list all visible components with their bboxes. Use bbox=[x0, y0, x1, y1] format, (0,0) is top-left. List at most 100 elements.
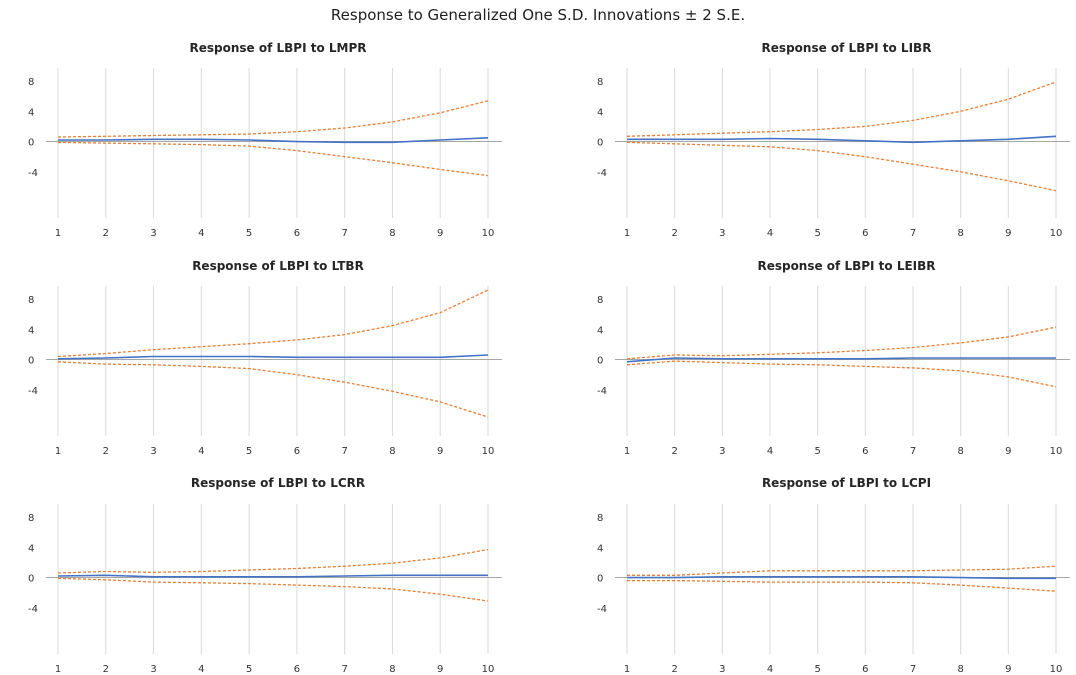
lower-band-line bbox=[57, 361, 489, 418]
x-tick-label: 2 bbox=[103, 228, 109, 239]
x-tick-label: 6 bbox=[862, 664, 868, 675]
x-tick-label: 10 bbox=[482, 664, 495, 675]
y-tick-label: 4 bbox=[28, 543, 34, 554]
x-tick-label: 7 bbox=[910, 446, 916, 457]
x-tick-label: 3 bbox=[719, 664, 725, 675]
x-tick-label: 9 bbox=[437, 664, 443, 675]
x-tick-label: 2 bbox=[103, 664, 109, 675]
y-tick-label: -4 bbox=[28, 604, 38, 615]
x-tick-label: 5 bbox=[814, 446, 820, 457]
y-tick-label: -4 bbox=[597, 604, 607, 615]
x-tick-label: 9 bbox=[1005, 664, 1011, 675]
panel-title: Response of LBPI to LCRR bbox=[191, 476, 365, 490]
lower-band-line bbox=[626, 141, 1057, 192]
response-line bbox=[626, 357, 1056, 363]
panel-6: Response of LBPI to LCPI 8 4 0 -4 1 2 3 4 5 6 7 8 9 10 bbox=[597, 476, 1070, 675]
x-tick-label: 3 bbox=[719, 446, 725, 457]
y-tick-label: 4 bbox=[28, 325, 34, 336]
panel-title: Response of LBPI to LEIBR bbox=[757, 259, 935, 273]
y-tick-label: 4 bbox=[597, 543, 603, 554]
x-tick-label: 3 bbox=[719, 228, 725, 239]
x-tick-label: 4 bbox=[767, 664, 773, 675]
x-tick-label: 1 bbox=[624, 446, 630, 457]
panel-title: Response of LBPI to LCPI bbox=[762, 476, 931, 490]
y-tick-label: 0 bbox=[597, 574, 603, 585]
y-tick-label: 8 bbox=[597, 295, 603, 306]
x-tick-label: 6 bbox=[294, 228, 300, 239]
x-tick-label: 5 bbox=[246, 228, 252, 239]
panel-title: Response of LBPI to LIBR bbox=[762, 41, 932, 55]
y-tick-label: 0 bbox=[28, 138, 34, 149]
x-tick-label: 9 bbox=[437, 228, 443, 239]
y-tick-label: 4 bbox=[28, 107, 34, 118]
panel-title: Response of LBPI to LMPR bbox=[189, 41, 366, 55]
y-tick-label: 8 bbox=[597, 77, 603, 88]
y-tick-label: -4 bbox=[597, 386, 607, 397]
response-line bbox=[58, 137, 489, 144]
x-tick-label: 6 bbox=[862, 446, 868, 457]
x-tick-label: 8 bbox=[389, 446, 395, 457]
x-tick-label: 5 bbox=[814, 228, 820, 239]
x-tick-label: 8 bbox=[957, 446, 963, 457]
y-tick-label: -4 bbox=[28, 386, 38, 397]
response-line bbox=[627, 575, 1056, 580]
x-tick-label: 3 bbox=[150, 664, 156, 675]
x-tick-label: 2 bbox=[671, 446, 677, 457]
x-tick-label: 2 bbox=[671, 664, 677, 675]
y-tick-label: 4 bbox=[597, 107, 603, 118]
lower-band-line bbox=[57, 141, 489, 177]
lower-band-line bbox=[627, 579, 1057, 592]
panel-2: Response of LBPI to LIBR 8 4 0 -4 1 2 3 4 5 6 7 8 9 10 bbox=[597, 41, 1070, 239]
panel-3: Response of LBPI to LTBR 8 4 0 -4 1 2 3 4 5 6 7 8 9 10 bbox=[28, 259, 502, 457]
x-tick-label: 9 bbox=[437, 446, 443, 457]
y-tick-label: 8 bbox=[28, 77, 34, 88]
upper-band-line bbox=[57, 289, 489, 358]
x-tick-label: 2 bbox=[103, 446, 109, 457]
x-tick-label: 2 bbox=[671, 228, 677, 239]
y-tick-label: 8 bbox=[28, 513, 34, 524]
x-tick-label: 8 bbox=[389, 664, 395, 675]
x-tick-label: 10 bbox=[1050, 228, 1063, 239]
x-tick-label: 4 bbox=[198, 664, 204, 675]
upper-band-line bbox=[627, 565, 1057, 576]
x-tick-label: 8 bbox=[957, 228, 963, 239]
x-tick-label: 6 bbox=[294, 446, 300, 457]
x-tick-label: 3 bbox=[150, 228, 156, 239]
y-tick-label: 0 bbox=[28, 356, 34, 367]
y-tick-label: 8 bbox=[597, 513, 603, 524]
x-tick-label: 6 bbox=[294, 664, 300, 675]
x-tick-label: 5 bbox=[246, 446, 252, 457]
y-tick-label: 0 bbox=[597, 138, 603, 149]
upper-band-line bbox=[626, 81, 1057, 137]
panel-1: Response of LBPI to LMPR 8 4 0 -4 1 2 3 4 5 6 7 8 9 10 bbox=[28, 41, 502, 239]
y-tick-label: -4 bbox=[597, 168, 607, 179]
x-tick-label: 4 bbox=[767, 228, 773, 239]
response-line bbox=[57, 574, 488, 578]
x-tick-label: 7 bbox=[341, 664, 347, 675]
x-tick-label: 6 bbox=[862, 228, 868, 239]
lower-band-line bbox=[57, 577, 489, 602]
upper-band-line bbox=[57, 548, 489, 574]
x-tick-label: 4 bbox=[198, 228, 204, 239]
x-tick-label: 1 bbox=[55, 228, 61, 239]
x-tick-label: 3 bbox=[150, 446, 156, 457]
lower-band-line bbox=[626, 360, 1057, 388]
x-tick-label: 4 bbox=[198, 446, 204, 457]
panel-4: Response of LBPI to LEIBR 8 4 0 -4 1 2 3 4 5 6 7 8 9 1… bbox=[597, 259, 1070, 457]
x-tick-label: 9 bbox=[1005, 228, 1011, 239]
x-tick-label: 8 bbox=[957, 664, 963, 675]
x-tick-label: 1 bbox=[624, 664, 630, 675]
y-tick-label: 4 bbox=[597, 325, 603, 336]
main-title: Response to Generalized One S.D. Innovat… bbox=[330, 6, 746, 24]
y-tick-label: -4 bbox=[28, 168, 38, 179]
x-tick-label: 1 bbox=[624, 228, 630, 239]
y-tick-label: 8 bbox=[28, 295, 34, 306]
x-tick-label: 7 bbox=[341, 228, 347, 239]
y-tick-label: 0 bbox=[597, 356, 603, 367]
x-tick-label: 7 bbox=[910, 228, 916, 239]
x-tick-label: 10 bbox=[1050, 664, 1063, 675]
x-tick-label: 9 bbox=[1005, 446, 1011, 457]
upper-band-line bbox=[57, 100, 489, 138]
x-tick-label: 5 bbox=[814, 664, 820, 675]
